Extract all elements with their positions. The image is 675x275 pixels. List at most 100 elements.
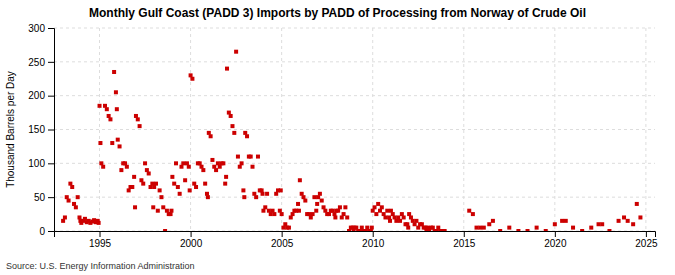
grid (54, 28, 655, 231)
point (315, 202, 319, 206)
y-axis-tick-label: 50 (34, 192, 46, 203)
point (118, 144, 122, 148)
x-axis-tick-label: 2010 (362, 238, 385, 249)
point (143, 161, 147, 165)
grid-line-y (54, 129, 655, 130)
point (560, 219, 564, 223)
point (224, 175, 228, 179)
point (385, 209, 389, 213)
y-axis-tick-label: 100 (28, 158, 45, 169)
point (188, 188, 192, 192)
point (287, 226, 291, 230)
point (156, 209, 160, 213)
point (138, 124, 142, 128)
x-axis-tick-label: 2025 (635, 238, 658, 249)
x-axis-tick-label: 2015 (453, 238, 476, 249)
point (374, 212, 378, 216)
x-axis-tick-mark (555, 231, 556, 237)
x-axis-tick: 2000 (180, 231, 203, 249)
y-axis-tick-label: 200 (28, 90, 45, 101)
point (236, 155, 240, 159)
point (178, 192, 182, 196)
grid-line-x (281, 28, 282, 231)
point (491, 219, 495, 223)
point (414, 219, 418, 223)
grid-line-x (190, 28, 191, 231)
y-axis: 050100150200250300 (28, 23, 54, 237)
x-axis-tick-mark (464, 231, 465, 237)
x-axis-tick-mark (282, 231, 283, 237)
point (526, 229, 530, 231)
point (383, 215, 387, 219)
y-axis-tick-mark (48, 62, 54, 63)
x-axis-tick: 2005 (271, 231, 294, 249)
x-axis-tick-label: 2000 (180, 238, 203, 249)
point (406, 226, 410, 230)
point (638, 215, 642, 219)
point (108, 117, 112, 121)
point (159, 195, 163, 199)
point (249, 155, 253, 159)
y-axis-tick-label: 0 (39, 226, 45, 237)
point (256, 155, 260, 159)
point (141, 182, 145, 186)
point (209, 134, 213, 138)
point (242, 195, 246, 199)
point (181, 161, 185, 165)
x-axis-tick-mark (373, 231, 374, 237)
point (263, 205, 267, 209)
point (201, 168, 205, 172)
point (133, 205, 137, 209)
grid-line-y (54, 28, 655, 29)
point (303, 199, 307, 203)
y-axis-label: Thousand Barrels per Day (5, 71, 16, 188)
point (210, 158, 214, 162)
point (338, 205, 342, 209)
point (631, 222, 635, 226)
y-axis-tick: 100 (28, 158, 54, 169)
x-axis-tick-label: 2020 (544, 238, 567, 249)
point (507, 226, 511, 230)
grid-line-y (54, 95, 655, 96)
point (376, 202, 380, 206)
point (487, 222, 491, 226)
point (380, 205, 384, 209)
x-axis-domain (55, 232, 656, 238)
y-axis-tick-mark (48, 231, 54, 232)
grid-line-x (372, 28, 373, 231)
point (230, 124, 234, 128)
x-axis-tick-mark (100, 231, 101, 237)
point (265, 192, 269, 196)
point (535, 226, 539, 230)
point (169, 209, 173, 213)
point (571, 226, 575, 230)
point (241, 188, 245, 192)
point (617, 219, 621, 223)
point (297, 209, 301, 213)
point (597, 222, 601, 226)
point (190, 77, 194, 81)
point (320, 199, 324, 203)
point (398, 219, 402, 223)
y-axis-tick-label: 300 (28, 23, 45, 34)
point (280, 212, 284, 216)
point (402, 215, 406, 219)
point (388, 219, 392, 223)
y-axis-tick-mark (48, 130, 54, 131)
point (443, 229, 447, 231)
y-axis-tick-mark (48, 96, 54, 97)
point (251, 165, 255, 169)
point (98, 141, 102, 145)
grid-line-x (554, 28, 555, 231)
grid-line-x (463, 28, 464, 231)
point (333, 215, 337, 219)
y-axis-tick: 200 (28, 90, 54, 101)
x-axis-tick-label: 1995 (89, 238, 112, 249)
y-axis-tick: 250 (28, 57, 54, 68)
y-axis-tick-mark (48, 197, 54, 198)
grid-line-x (645, 28, 646, 231)
points (61, 50, 642, 231)
point (101, 165, 105, 169)
point (298, 178, 302, 182)
point (261, 192, 265, 196)
